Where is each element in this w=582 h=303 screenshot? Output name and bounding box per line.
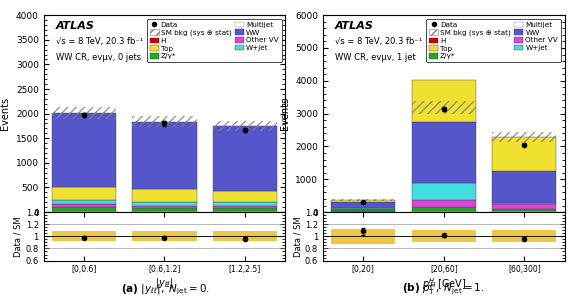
Bar	[52, 200, 116, 205]
Bar	[331, 199, 396, 201]
Bar	[411, 230, 476, 242]
Bar	[411, 200, 476, 207]
Bar	[213, 126, 277, 191]
Bar	[213, 231, 277, 241]
Bar	[213, 206, 277, 208]
Bar	[331, 210, 396, 212]
X-axis label: $p_{\mathrm{T}}^{H}$ [GeV]: $p_{\mathrm{T}}^{H}$ [GeV]	[421, 276, 466, 293]
Bar	[331, 208, 396, 209]
Bar	[411, 101, 476, 114]
Bar	[411, 122, 476, 183]
Bar	[213, 208, 277, 211]
Bar	[331, 209, 396, 210]
Bar	[52, 187, 116, 200]
Bar	[331, 200, 396, 202]
Bar	[331, 229, 396, 244]
Bar	[52, 205, 116, 207]
Y-axis label: Data / SM: Data / SM	[14, 216, 23, 257]
Y-axis label: Data / SM: Data / SM	[293, 216, 302, 257]
Bar	[411, 183, 476, 200]
Bar	[411, 207, 476, 211]
Bar	[492, 203, 556, 204]
Bar	[132, 202, 197, 206]
Bar	[492, 137, 556, 171]
Bar	[492, 204, 556, 209]
Bar	[132, 116, 197, 127]
Bar	[52, 113, 116, 187]
Bar	[132, 208, 197, 211]
Bar	[492, 171, 556, 203]
Text: √s = 8 TeV, 20.3 fb⁻¹: √s = 8 TeV, 20.3 fb⁻¹	[335, 37, 422, 46]
Bar	[132, 122, 197, 189]
Bar	[331, 202, 396, 208]
Bar	[52, 107, 116, 119]
Text: $\mathbf{(a)}\ |y_{\ell\ell}|,\ N_{\mathrm{jet}}=0.$: $\mathbf{(a)}\ |y_{\ell\ell}|,\ N_{\math…	[122, 282, 210, 297]
Bar	[132, 189, 197, 202]
Bar	[492, 209, 556, 211]
Bar	[492, 132, 556, 142]
Text: ATLAS: ATLAS	[335, 21, 374, 31]
X-axis label: $|y_{\ell\ell}|$: $|y_{\ell\ell}|$	[155, 276, 174, 290]
Bar	[492, 211, 556, 212]
Y-axis label: Events: Events	[279, 97, 290, 130]
Text: √s = 8 TeV, 20.3 fb⁻¹: √s = 8 TeV, 20.3 fb⁻¹	[56, 37, 143, 46]
Bar	[492, 230, 556, 242]
Text: ATLAS: ATLAS	[56, 21, 95, 31]
Bar	[411, 211, 476, 212]
Bar	[213, 202, 277, 206]
Text: WW CR, evμv, 1 jet: WW CR, evμv, 1 jet	[335, 52, 416, 62]
Bar	[411, 80, 476, 122]
Bar	[213, 211, 277, 212]
Legend: Data, SM bkg (sys ⊕ stat), H, Top, Z/γ*, Multijet, WW, Other VV, W+jet: Data, SM bkg (sys ⊕ stat), H, Top, Z/γ*,…	[147, 19, 282, 62]
Text: WW CR, evμv, 0 jets: WW CR, evμv, 0 jets	[56, 52, 141, 62]
Bar	[52, 211, 116, 212]
Bar	[132, 206, 197, 208]
Bar	[132, 211, 197, 212]
Bar	[132, 231, 197, 241]
Bar	[52, 207, 116, 211]
Y-axis label: Events: Events	[0, 97, 10, 130]
Bar	[52, 231, 116, 241]
Bar	[213, 191, 277, 202]
Legend: Data, SM bkg (sys ⊕ stat), H, Top, Z/γ*, Multijet, WW, Other VV, W+jet: Data, SM bkg (sys ⊕ stat), H, Top, Z/γ*,…	[427, 19, 561, 62]
Text: $\mathbf{(b)}\ p_{\mathrm{T}}^{H},\ N_{\mathrm{jet}}=1.$: $\mathbf{(b)}\ p_{\mathrm{T}}^{H},\ N_{\…	[402, 280, 485, 297]
Bar	[213, 121, 277, 132]
